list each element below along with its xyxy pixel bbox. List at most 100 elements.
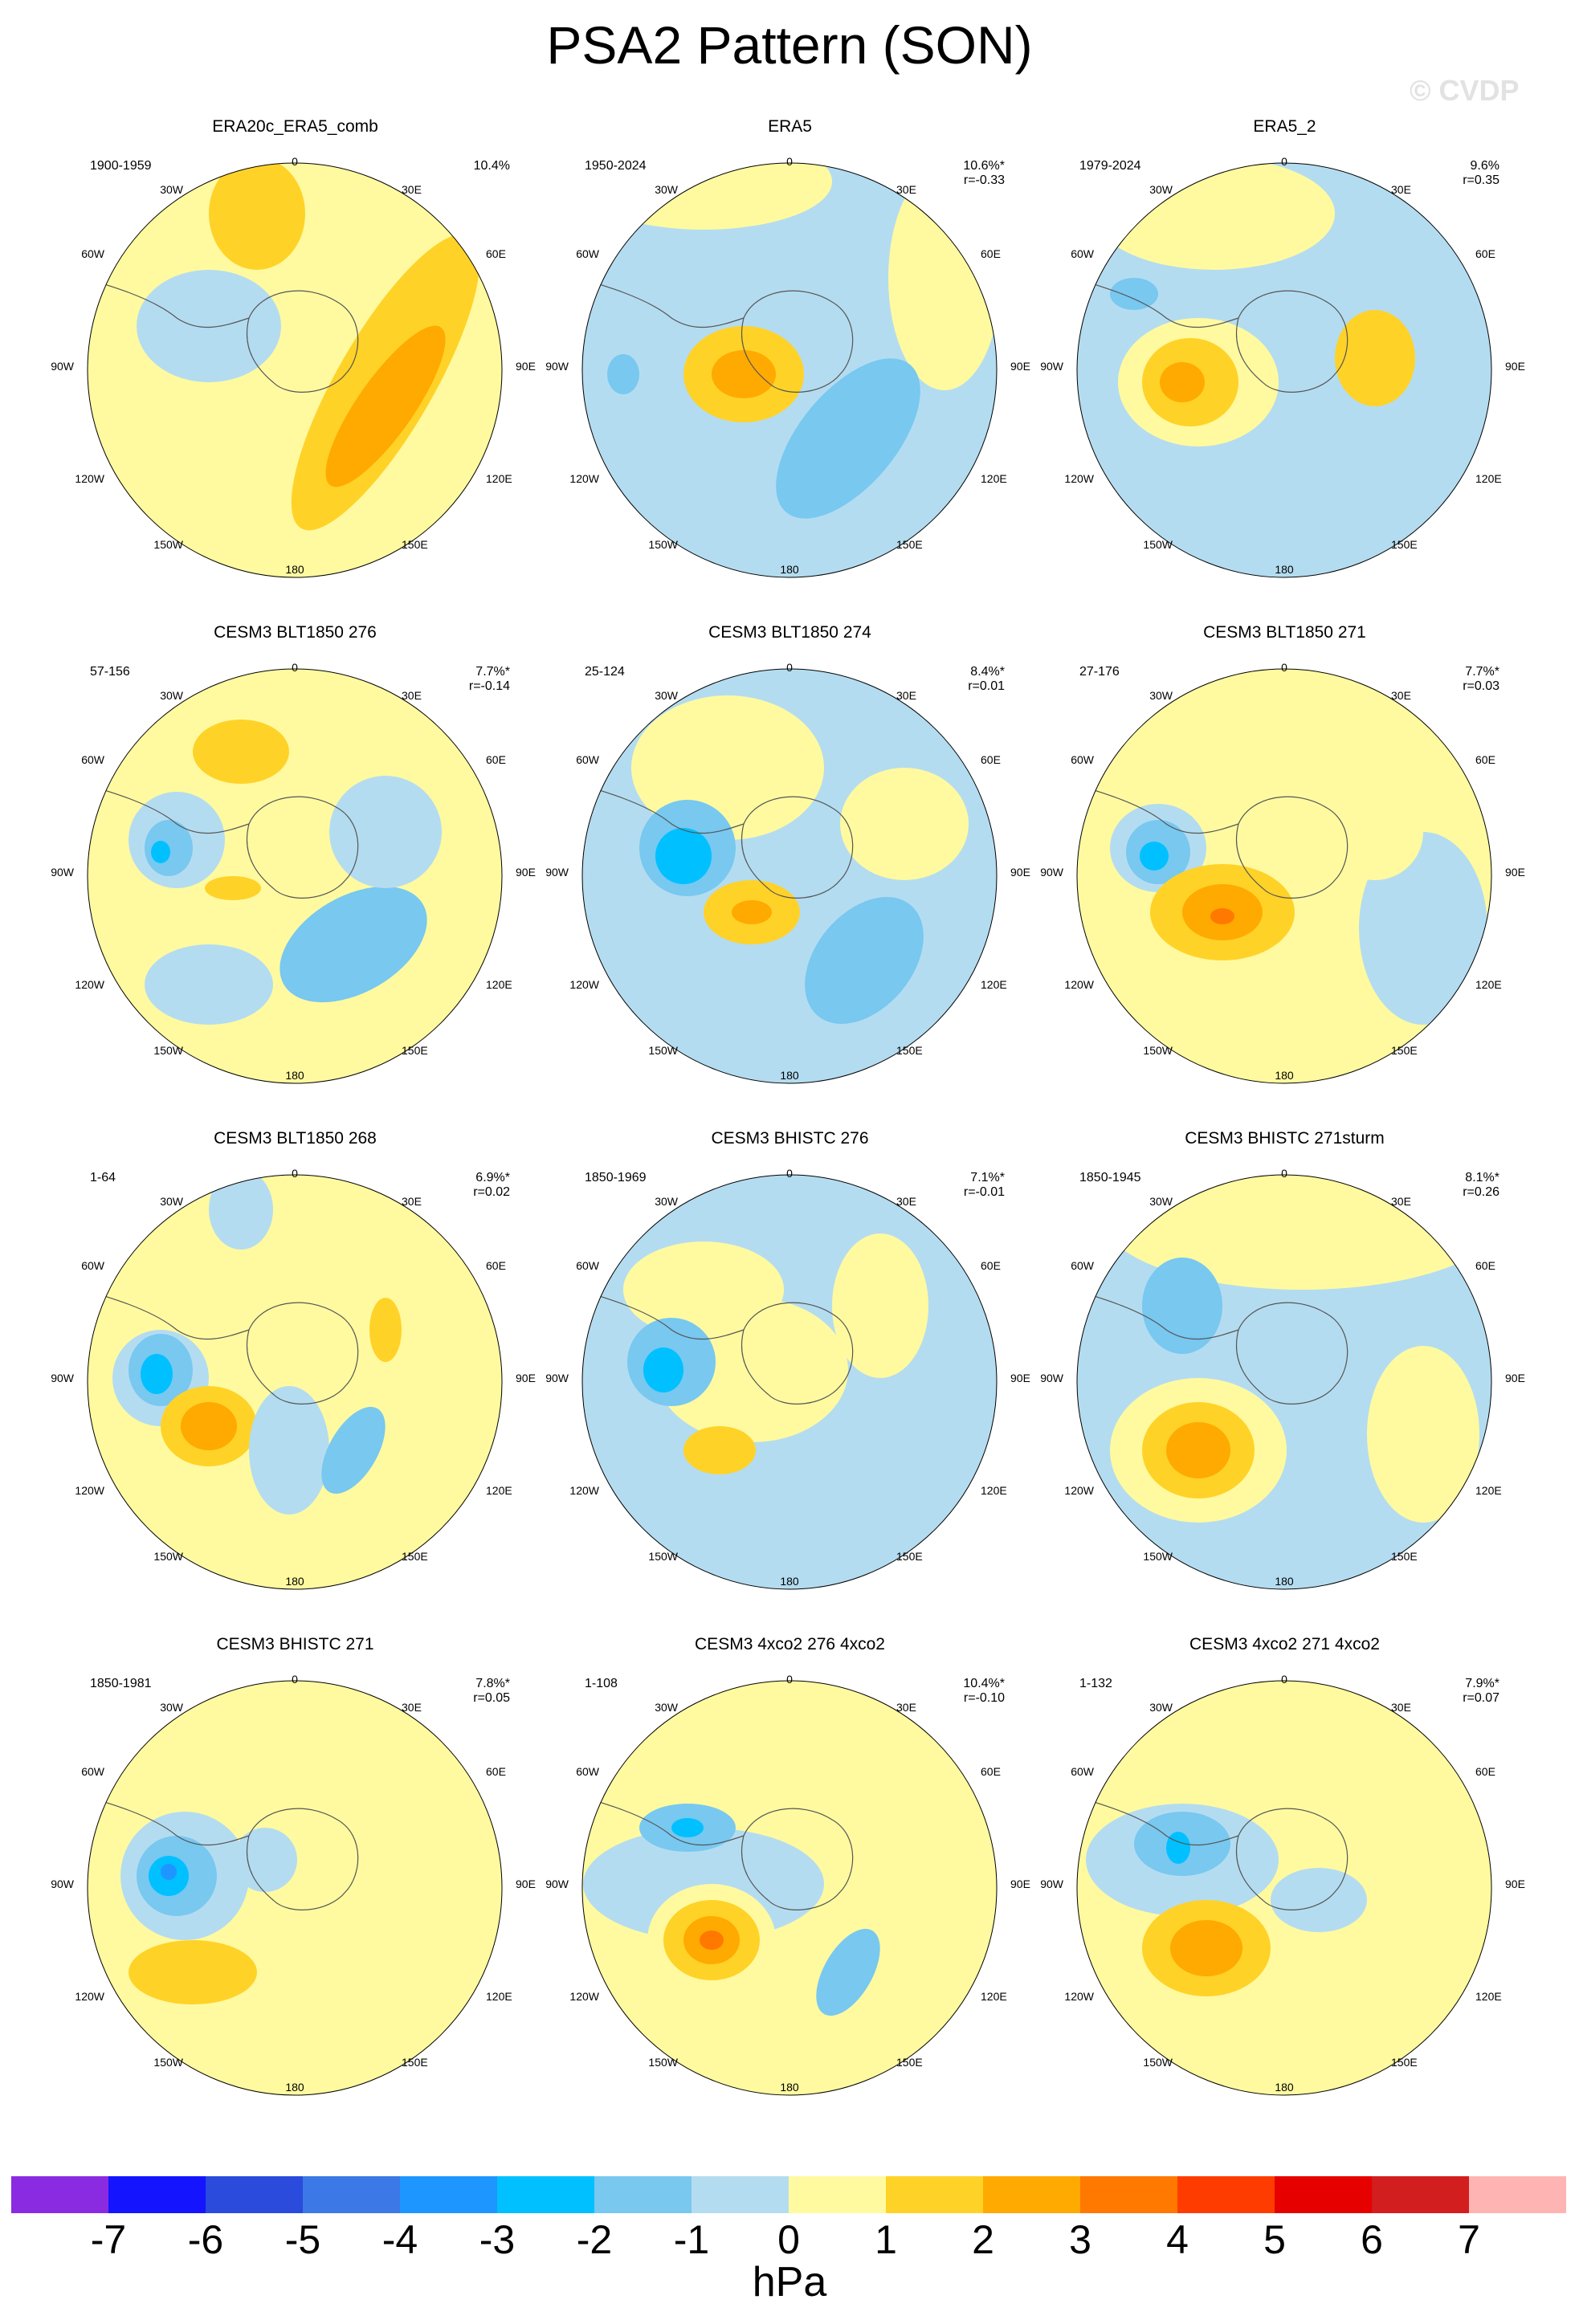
panel-correlation: r=-0.01 (963, 1185, 1005, 1199)
longitude-label: 150E (1391, 1550, 1418, 1563)
anomaly-contour (129, 1940, 257, 2004)
map-boundary (87, 1680, 503, 2096)
anomaly-contour (233, 1828, 297, 1892)
colorbar-tick-label: -7 (90, 2217, 127, 2262)
panel-correlation: r=0.26 (1463, 1185, 1499, 1199)
panel-title: CESM3 BLT1850 271 (1203, 623, 1366, 642)
longitude-label: 60E (486, 1259, 506, 1272)
anomaly-contour (329, 776, 442, 888)
longitude-label: 30E (896, 1701, 916, 1714)
longitude-label: 60E (486, 753, 506, 766)
longitude-label: 0 (1281, 1673, 1287, 1686)
anomaly-contour (840, 768, 969, 880)
panel-correlation: r=0.01 (968, 679, 1005, 693)
longitude-label: 120W (1064, 1990, 1094, 2003)
longitude-label: 120E (981, 978, 1007, 991)
anomaly-contour (1166, 1832, 1190, 1864)
longitude-label: 180 (1275, 563, 1294, 576)
anomaly-contour (824, 1410, 904, 1507)
anomaly-contour (205, 876, 261, 900)
colorbar-tick-label: 2 (972, 2217, 994, 2262)
longitude-label: 90E (1010, 1372, 1030, 1384)
anomaly-contour (655, 828, 712, 884)
longitude-label: 150E (1391, 2056, 1418, 2069)
watermark: © CVDP (1410, 74, 1520, 107)
polar-map: 0 30E 60E 90E 120E 150E 180 150W 120W 90W 60W 30W (51, 1673, 536, 2096)
panel-period: 1850-1981 (90, 1677, 152, 1690)
colorbar-swatch (11, 2176, 108, 2213)
longitude-label: 30W (655, 689, 679, 702)
panel-variance-pct: 8.1%* (1465, 1171, 1499, 1184)
longitude-label: 150W (153, 1550, 183, 1563)
longitude-label: 90W (1040, 1372, 1064, 1384)
map-boundary (1076, 162, 1492, 578)
anomaly-contour (1327, 784, 1423, 880)
anomaly-contour (279, 886, 427, 1003)
longitude-label: 150E (402, 2056, 428, 2069)
longitude-label: 120W (1064, 472, 1094, 485)
polar-map: 0 30E 60E 90E 120E 150E 180 150W 120W 90W 60W 30W (545, 661, 1030, 1084)
longitude-label: 150W (1143, 1044, 1173, 1057)
colorbar-swatch (108, 2176, 206, 2213)
map-boundary (581, 162, 998, 578)
longitude-label: 90W (545, 360, 569, 373)
longitude-label: 150W (1143, 1550, 1173, 1563)
longitude-label: 60W (576, 1765, 600, 1778)
map-boundary (581, 668, 998, 1084)
panel-title: CESM3 BHISTC 271sturm (1185, 1129, 1385, 1148)
colorbar-swatch (1080, 2176, 1177, 2213)
anomaly-contour (151, 841, 170, 863)
anomaly-contour (209, 1175, 273, 1250)
panel-correlation: r=0.07 (1463, 1691, 1499, 1705)
longitude-label: 60W (81, 1765, 105, 1778)
anomaly-contour (161, 1864, 177, 1880)
longitude-label: 0 (1281, 155, 1287, 168)
longitude-label: 120W (75, 472, 104, 485)
longitude-label: 180 (285, 1069, 304, 1082)
anomaly-contour (1271, 1868, 1367, 1932)
longitude-label: 60W (1071, 247, 1095, 260)
polar-map: 0 30E 60E 90E 120E 150E 180 150W 120W 90W 60W 30W (51, 155, 536, 578)
panel-period: 1900-1959 (90, 159, 152, 173)
panel-variance-pct: 7.8%* (475, 1677, 510, 1690)
longitude-label: 120E (981, 472, 1007, 485)
longitude-label: 150E (896, 1550, 923, 1563)
anomaly-contour (1367, 1346, 1479, 1523)
longitude-label: 150W (153, 1044, 183, 1057)
longitude-label: 30W (1149, 183, 1173, 196)
map-panel: ERA5_2 1979-2024 9.6% r=0.35 0 30E 60E 90E 120E 1… (1038, 117, 1532, 623)
longitude-label: 150W (153, 538, 183, 551)
longitude-label: 150W (648, 1044, 678, 1057)
panel-period: 1-132 (1079, 1677, 1112, 1690)
colorbar-swatch (1469, 2176, 1566, 2213)
longitude-label: 30E (402, 183, 422, 196)
longitude-label: 0 (1281, 1167, 1287, 1180)
longitude-label: 180 (780, 2081, 799, 2094)
panel-period: 1979-2024 (1079, 159, 1141, 173)
longitude-label: 90W (545, 1878, 569, 1890)
longitude-label: 30W (1149, 1701, 1173, 1714)
map-panel: CESM3 BLT1850 271 27-176 7.7%* r=0.03 0 30E 60… (1038, 623, 1532, 1129)
longitude-label: 90W (545, 1372, 569, 1384)
map-boundary (581, 1174, 998, 1590)
colorbar-tick-label: -1 (673, 2217, 710, 2262)
panel-correlation: r=0.35 (1463, 173, 1499, 187)
panel-title: CESM3 4xco2 276 4xco2 (695, 1635, 885, 1653)
longitude-label: 0 (786, 1673, 793, 1686)
colorbar-swatch (789, 2176, 886, 2213)
panel-title: ERA20c_ERA5_comb (212, 117, 378, 136)
polar-map: 0 30E 60E 90E 120E 150E 180 150W 120W 90W 60W 30W (1040, 1167, 1525, 1590)
longitude-label: 30E (1391, 1195, 1411, 1208)
colorbar-tick-label: 0 (777, 2217, 800, 2262)
panel-period: 1-108 (585, 1677, 618, 1690)
longitude-label: 0 (786, 155, 793, 168)
polar-map: 0 30E 60E 90E 120E 150E 180 150W 120W 90W 60W 30W (1040, 155, 1525, 578)
anomaly-contour (805, 897, 924, 1024)
polar-map: 0 30E 60E 90E 120E 150E 180 150W 120W 90W 60W 30W (545, 1167, 1030, 1590)
polar-map: 0 30E 60E 90E 120E 150E 180 150W 120W 90W 60W 30W (51, 1167, 536, 1590)
anomaly-contour (1359, 832, 1487, 1025)
map-panel: CESM3 4xco2 276 4xco2 1-108 10.4%* r=-0.10 0… (543, 1635, 1037, 2141)
anomaly-contour (683, 1426, 756, 1474)
anomaly-contour (137, 270, 281, 382)
colorbar-tick-label: -5 (284, 2217, 321, 2262)
